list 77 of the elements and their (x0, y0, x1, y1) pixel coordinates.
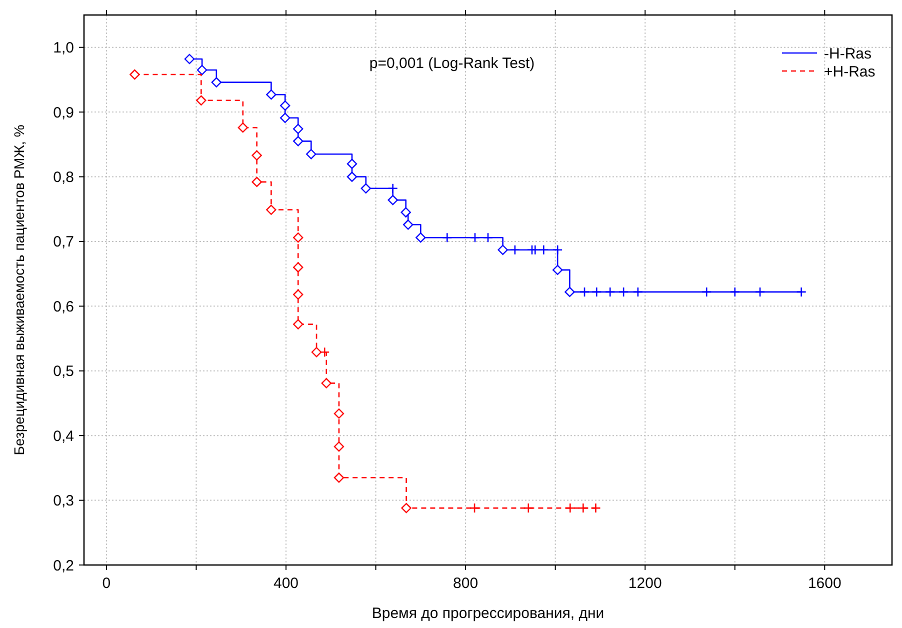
point (346, 172, 358, 182)
point (632, 286, 644, 298)
y-tick-label: 0,6 (53, 298, 74, 316)
point (196, 64, 208, 76)
point (266, 204, 276, 215)
y-tick-label: 0,4 (53, 428, 74, 445)
x-axis-title: Время до прогрессирования, дни (372, 605, 604, 622)
point (238, 122, 248, 133)
point (280, 100, 290, 111)
point (293, 124, 304, 134)
point (796, 286, 806, 298)
point (590, 502, 601, 514)
y-tick-label: 0,2 (53, 557, 74, 574)
point (334, 408, 344, 419)
y-tick-label: 0,5 (53, 363, 74, 380)
point (334, 441, 344, 452)
legend-label: +H-Ras (824, 63, 876, 80)
point (403, 220, 414, 230)
point (604, 286, 616, 298)
point (401, 502, 412, 514)
point (293, 262, 304, 272)
y-tick-label: 0,3 (53, 492, 74, 510)
point (579, 286, 590, 298)
point (618, 286, 629, 298)
point (184, 54, 195, 64)
annotation: p=0,001 (Log-Rank Test) (369, 55, 535, 72)
point (701, 286, 712, 298)
point (321, 378, 332, 388)
point (388, 194, 398, 206)
point (266, 89, 276, 100)
x-tick-label: 1200 (628, 575, 662, 592)
x-tick-label: 1600 (808, 575, 842, 592)
point (196, 95, 206, 106)
point (293, 319, 304, 330)
point (360, 183, 371, 194)
point (530, 244, 540, 256)
y-tick-label: 0,8 (53, 169, 74, 186)
point (293, 289, 304, 300)
point (470, 232, 480, 243)
point (388, 183, 398, 194)
point (538, 244, 549, 256)
point (498, 244, 508, 255)
point (252, 150, 262, 161)
point (564, 502, 576, 514)
point (252, 176, 262, 188)
point (510, 244, 520, 256)
point (280, 112, 290, 123)
y-tick-label: 0,7 (53, 234, 74, 251)
point (293, 232, 304, 243)
point (130, 69, 140, 80)
point (482, 232, 494, 243)
legend-label: -H-Ras (824, 45, 872, 62)
point (416, 232, 426, 243)
point (591, 286, 602, 298)
point (211, 77, 222, 88)
point (730, 286, 740, 298)
x-tick-label: 400 (273, 575, 299, 592)
point (523, 502, 534, 514)
point (578, 502, 588, 514)
point (400, 207, 411, 218)
point (311, 347, 322, 358)
point (754, 286, 766, 298)
point (319, 346, 330, 358)
y-tick-label: 0,9 (53, 104, 74, 122)
point (306, 149, 316, 160)
point (346, 158, 358, 169)
point (552, 264, 563, 276)
x-tick-label: 0 (102, 575, 111, 592)
point (564, 286, 575, 298)
x-tick-label: 800 (453, 575, 478, 592)
y-tick-label: 1,0 (53, 40, 74, 57)
point (552, 244, 563, 256)
y-axis-title: Безрецидивная выживаемость пациентов РМЖ, % (11, 124, 27, 456)
point (293, 136, 304, 146)
point (442, 232, 452, 243)
point (469, 502, 480, 514)
point (334, 472, 344, 483)
